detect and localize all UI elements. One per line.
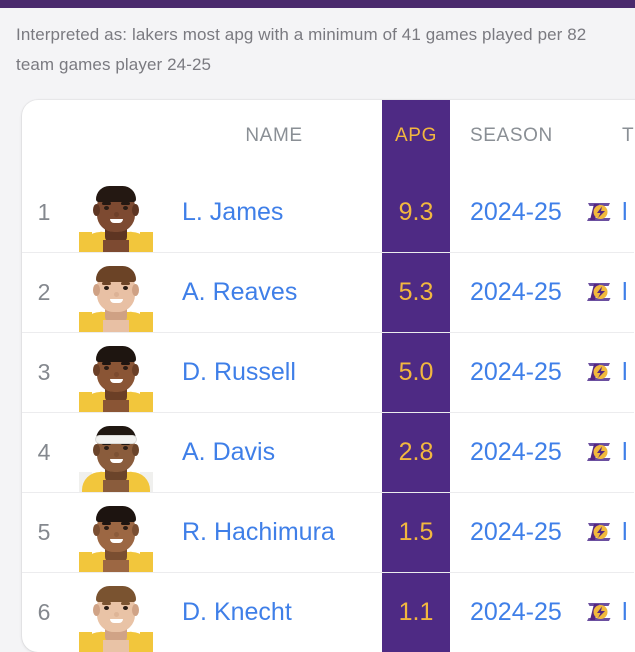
table-row[interactable]: 2 A. Reaves 5.3 2024-25 — [22, 252, 635, 332]
apg-value: 2.8 — [382, 412, 450, 492]
header-avatar — [66, 100, 166, 176]
austin-reaves-avatar — [79, 260, 153, 332]
lakers-logo-icon — [587, 283, 611, 301]
table-header-row: NAME APG SEASON T — [22, 100, 635, 172]
row-rank: 1 — [37, 198, 51, 225]
player-avatar — [66, 412, 166, 492]
player-avatar — [66, 492, 166, 572]
row-rank: 6 — [37, 598, 51, 625]
lakers-logo[interactable] — [576, 279, 622, 305]
header-season[interactable]: SEASON — [470, 125, 553, 146]
lakers-logo-icon — [587, 203, 611, 221]
top-accent-bar — [0, 0, 635, 8]
header-name[interactable]: NAME — [245, 125, 303, 146]
player-avatar — [66, 172, 166, 252]
lebron-james-avatar — [79, 180, 153, 252]
lakers-logo-icon — [587, 443, 611, 461]
season-value[interactable]: 2024-25 — [470, 517, 562, 546]
results-table-card: NAME APG SEASON T 1 — [22, 100, 635, 652]
lakers-logo[interactable] — [576, 439, 622, 465]
team-name-link[interactable]: l — [622, 437, 628, 466]
lakers-logo-icon — [587, 363, 611, 381]
interpreted-query-text: Interpreted as: lakers most apg with a m… — [16, 25, 587, 74]
apg-value: 1.5 — [382, 492, 450, 572]
anthony-davis-avatar — [79, 420, 153, 492]
lakers-logo-icon — [587, 523, 611, 541]
lakers-logo[interactable] — [576, 359, 622, 385]
table-row[interactable]: 1 L. James 9.3 2024-25 — [22, 172, 635, 252]
player-name-link[interactable]: D. Knecht — [182, 597, 292, 626]
lakers-logo[interactable] — [576, 199, 622, 225]
table-row[interactable]: 4 A. Davis 2.8 2024-25 — [22, 412, 635, 492]
team-name-link[interactable]: l — [622, 357, 628, 386]
row-rank: 5 — [37, 518, 51, 545]
apg-value: 1.1 — [382, 572, 450, 652]
lakers-logo[interactable] — [576, 599, 622, 625]
player-avatar — [66, 252, 166, 332]
apg-value: 5.0 — [382, 332, 450, 412]
table-row[interactable]: 5 R. Hachimura 1.5 2024-25 — [22, 492, 635, 572]
row-rank: 4 — [37, 438, 51, 465]
team-name-link[interactable]: l — [622, 197, 628, 226]
team-name-link[interactable]: l — [622, 597, 628, 626]
player-name-link[interactable]: D. Russell — [182, 357, 296, 386]
apg-value: 9.3 — [382, 172, 450, 252]
player-name-link[interactable]: L. James — [182, 197, 284, 226]
player-avatar — [66, 572, 166, 652]
player-name-link[interactable]: A. Davis — [182, 437, 276, 466]
season-value[interactable]: 2024-25 — [470, 277, 562, 306]
header-apg[interactable]: APG — [382, 100, 450, 172]
table-row[interactable]: 6 D. Knecht 1.1 2024-25 — [22, 572, 635, 652]
dangelo-russell-avatar — [79, 340, 153, 412]
season-value[interactable]: 2024-25 — [470, 197, 562, 226]
row-rank: 2 — [37, 278, 51, 305]
dalton-knecht-avatar — [79, 580, 153, 652]
season-value[interactable]: 2024-25 — [470, 437, 562, 466]
season-value[interactable]: 2024-25 — [470, 597, 562, 626]
season-value[interactable]: 2024-25 — [470, 357, 562, 386]
row-rank: 3 — [37, 358, 51, 385]
apg-value: 5.3 — [382, 252, 450, 332]
player-name-link[interactable]: A. Reaves — [182, 277, 298, 306]
header-team[interactable]: T — [622, 125, 635, 146]
player-avatar — [66, 332, 166, 412]
rui-hachimura-avatar — [79, 500, 153, 572]
lakers-logo-icon — [587, 603, 611, 621]
team-name-link[interactable]: l — [622, 277, 628, 306]
lakers-logo[interactable] — [576, 519, 622, 545]
player-name-link[interactable]: R. Hachimura — [182, 517, 335, 546]
table-row[interactable]: 3 D. Russell 5.0 2024-25 — [22, 332, 635, 412]
team-name-link[interactable]: l — [622, 517, 628, 546]
